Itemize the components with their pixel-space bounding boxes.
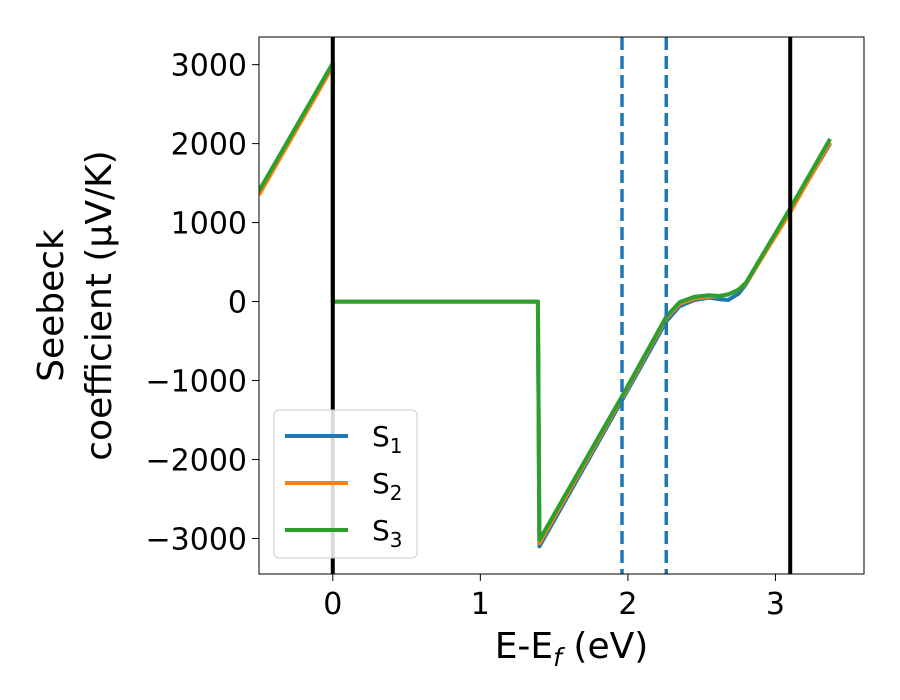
y-tick-label: −3000	[146, 522, 247, 557]
x-tick-label: 3	[766, 587, 785, 622]
y-tick-label: −1000	[146, 365, 247, 400]
y-tick-label: 2000	[171, 128, 247, 163]
y-tick-label: −2000	[146, 443, 247, 478]
series-line-3	[259, 61, 832, 542]
x-tick-label: 0	[323, 587, 342, 622]
y-axis-label-line2: coefficient (μV/K)	[79, 150, 120, 460]
y-tick-label: 3000	[171, 49, 247, 84]
y-tick-label: 1000	[171, 207, 247, 242]
x-tick-label: 2	[618, 587, 637, 622]
axis-ticks: 0 1 2 3 −3000 −2000 −1000 0 1000 2000 3000	[146, 49, 785, 622]
plot-frame	[258, 36, 865, 575]
x-tick-label: 1	[471, 587, 490, 622]
legend: S1 S2 S3	[273, 409, 418, 559]
chart-marks	[259, 37, 832, 574]
legend-label-3: S3	[372, 514, 403, 552]
legend-label-2: S2	[372, 467, 403, 505]
y-tick-label: 0	[228, 286, 247, 321]
x-axis-label: E-Ef (eV)	[495, 626, 649, 672]
legend-label-1: S1	[372, 420, 403, 458]
y-axis-label-line1: Seebeck	[31, 229, 72, 382]
